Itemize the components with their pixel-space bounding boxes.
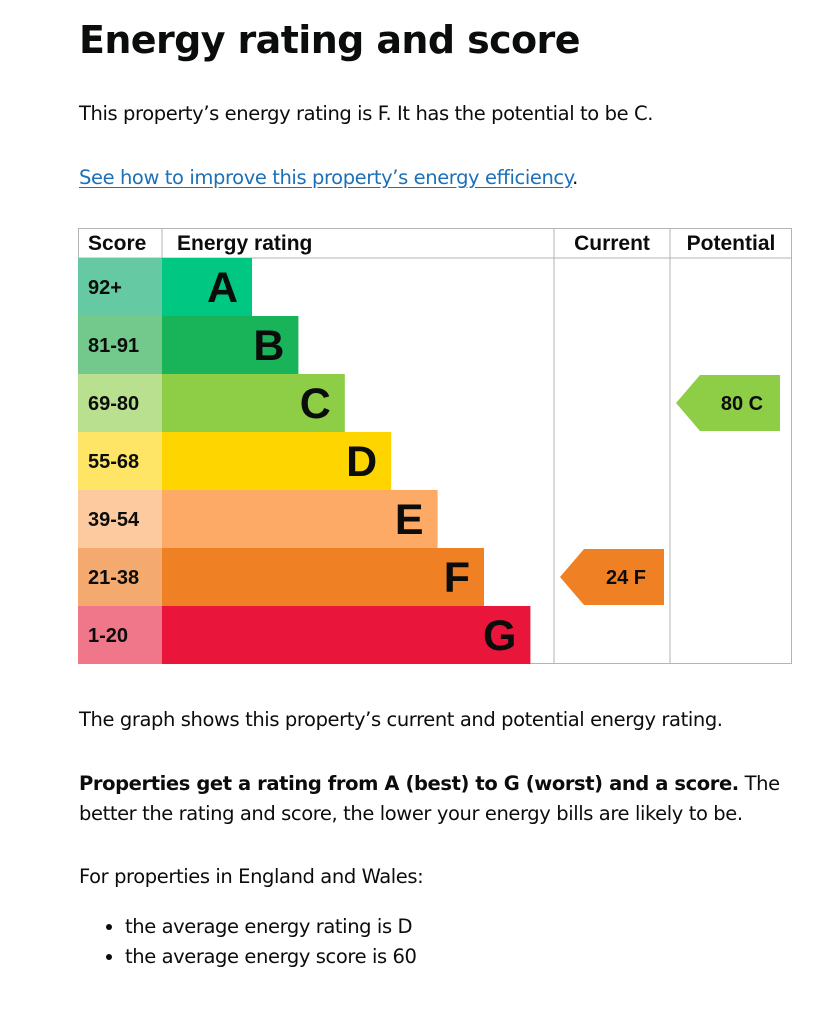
- score-cell-c: [78, 374, 162, 432]
- score-range-c: 69-80: [88, 393, 139, 415]
- page-title: Energy rating and score: [79, 18, 580, 62]
- rating-info: Properties get a rating from A (best) to…: [79, 769, 799, 829]
- rating-bar-d: [162, 432, 392, 490]
- score-cell-e: [78, 490, 162, 548]
- rating-bar-e: [162, 490, 438, 548]
- score-cell-b: [78, 316, 162, 374]
- potential-rating-label: 80 C: [721, 393, 763, 415]
- header-energy-rating: Energy rating: [177, 232, 312, 255]
- rating-bar-f: [162, 548, 484, 606]
- score-range-d: 55-68: [88, 451, 139, 473]
- rating-letter-a: A: [207, 264, 238, 312]
- rating-letter-f: F: [444, 554, 470, 602]
- potential-rating-arrow: [676, 375, 780, 431]
- rating-letter-c: C: [300, 380, 331, 428]
- link-suffix: .: [572, 166, 578, 189]
- rating-info-rest: The better the rating and score, the low…: [79, 772, 780, 825]
- average-score-item: the average energy score is 60: [125, 942, 417, 972]
- score-cell-g: [78, 606, 162, 664]
- score-cell-a: [78, 258, 162, 316]
- rating-letter-g: G: [483, 612, 516, 660]
- region-intro: For properties in England and Wales:: [79, 865, 424, 888]
- current-rating-arrow: [560, 549, 664, 605]
- improve-link-line: See how to improve this property’s energ…: [79, 166, 578, 189]
- rating-letter-b: B: [253, 322, 284, 370]
- rating-letter-d: D: [346, 438, 377, 486]
- score-range-a: 92+: [88, 277, 122, 299]
- rating-bar-a: [162, 258, 252, 316]
- rating-bar-g: [162, 606, 531, 664]
- graph-caption: The graph shows this property’s current …: [79, 708, 723, 731]
- average-rating-item: the average energy rating is D: [125, 912, 417, 942]
- score-cell-f: [78, 548, 162, 606]
- score-cell-d: [78, 432, 162, 490]
- header-potential: Potential: [687, 232, 776, 255]
- improve-efficiency-link[interactable]: See how to improve this property’s energ…: [79, 166, 573, 189]
- score-range-f: 21-38: [88, 567, 139, 589]
- score-range-e: 39-54: [88, 509, 140, 531]
- averages-list: the average energy rating is D the avera…: [79, 912, 417, 972]
- score-range-b: 81-91: [88, 335, 139, 357]
- header-score: Score: [88, 232, 146, 255]
- current-rating-label: 24 F: [606, 567, 646, 589]
- rating-bar-c: [162, 374, 345, 432]
- rating-bar-b: [162, 316, 299, 374]
- header-current: Current: [574, 232, 650, 255]
- rating-letter-e: E: [395, 496, 424, 544]
- energy-rating-chart: Score Energy rating Current Potential 92+ A 81…: [78, 228, 792, 664]
- score-range-g: 1-20: [88, 625, 128, 647]
- rating-summary: This property’s energy rating is F. It h…: [79, 102, 654, 125]
- rating-info-bold: Properties get a rating from A (best) to…: [79, 772, 739, 795]
